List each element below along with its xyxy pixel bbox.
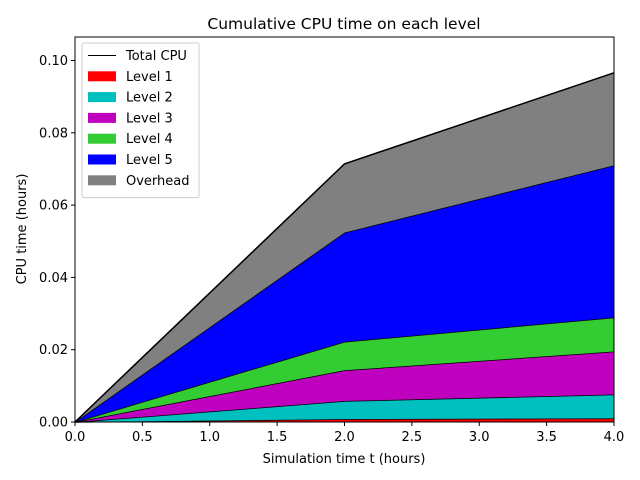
area-series-5 <box>75 165 614 422</box>
area-series-6 <box>75 72 614 422</box>
y-tick-label: 0.02 <box>39 343 68 358</box>
y-tick-label: 0.06 <box>39 199 68 214</box>
area-series-4 <box>75 317 614 422</box>
legend-label-4: Level 4 <box>126 132 173 147</box>
x-tick-label: 0.5 <box>132 430 153 445</box>
y-axis-label: CPU time (hours) <box>15 174 30 285</box>
x-tick-label: 0.0 <box>65 430 86 445</box>
x-tick-label: 1.5 <box>267 430 288 445</box>
area-series-3 <box>75 351 614 422</box>
x-tick-label: 3.5 <box>536 430 557 445</box>
legend-label-2: Level 2 <box>126 91 173 106</box>
legend-swatch-1 <box>88 71 116 82</box>
legend-swatch-5 <box>88 154 116 165</box>
x-axis-label: Simulation time t (hours) <box>263 452 426 467</box>
legend-swatch-4 <box>88 133 116 144</box>
y-tick-label: 0.08 <box>39 126 68 141</box>
y-tick-label: 0.10 <box>39 54 68 69</box>
total-cpu-line <box>74 72 615 423</box>
legend-label-total: Total CPU <box>125 49 187 64</box>
chart-title: Cumulative CPU time on each level <box>207 15 480 33</box>
x-tick-label: 2.0 <box>334 430 355 445</box>
legend-label-6: Overhead <box>126 174 190 189</box>
area-series-2 <box>75 394 614 422</box>
legend-label-5: Level 5 <box>126 153 173 168</box>
x-tick-label: 1.0 <box>199 430 220 445</box>
y-tick-label: 0.04 <box>39 271 68 286</box>
plot-area <box>74 72 615 423</box>
axes: 0.0 0.5 1.0 1.5 2.0 2.5 3.0 3.5 4.0 0.00 0.02 0.04 0… <box>39 36 625 445</box>
legend-swatch-6 <box>88 175 116 186</box>
legend: Total CPU Level 1 Level 2 Level 3 Level 4 Lev… <box>81 42 200 199</box>
x-tick-label: 2.5 <box>402 430 423 445</box>
legend-swatch-3 <box>88 112 116 123</box>
y-tick-label: 0.00 <box>39 416 68 431</box>
legend-label-3: Level 3 <box>126 111 173 126</box>
x-tick-label: 4.0 <box>604 430 625 445</box>
legend-label-1: Level 1 <box>126 70 173 85</box>
legend-swatch-2 <box>88 92 116 103</box>
x-tick-label: 3.0 <box>469 430 490 445</box>
